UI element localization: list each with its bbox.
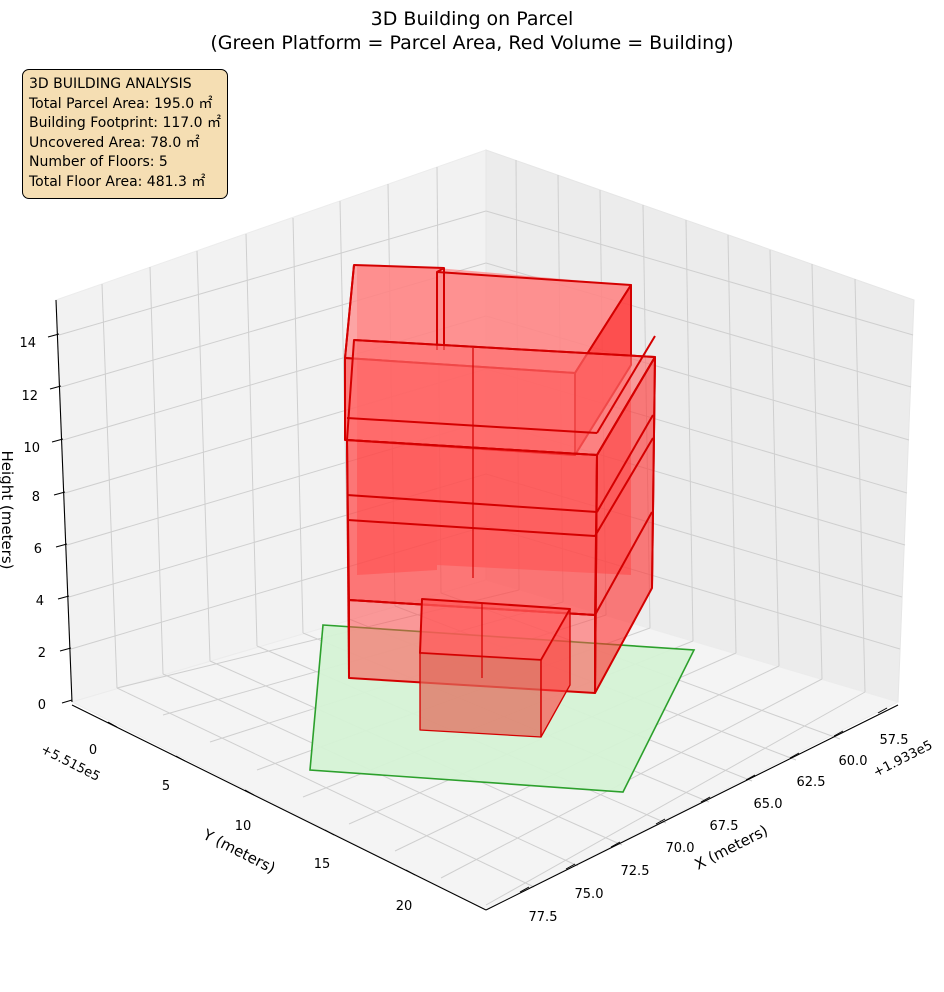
chart-subtitle: (Green Platform = Parcel Area, Red Volum… — [210, 32, 733, 54]
z-tick-label: 10 — [23, 441, 40, 456]
z-tick-label: 8 — [32, 490, 40, 505]
annex-front — [419, 652, 542, 738]
floor-line-4 — [346, 417, 598, 434]
floor-line-1 — [347, 519, 596, 537]
x-tick-label: 60.0 — [839, 754, 868, 769]
x-tick-label: 72.5 — [621, 864, 650, 879]
y-tick-label: 15 — [314, 857, 331, 872]
info-total-floor-area: Total Floor Area: 481.3 ㎡ — [29, 173, 206, 190]
y-tick-label: 0 — [89, 743, 97, 758]
y-tick-label: 20 — [396, 899, 413, 914]
info-building-footprint: Building Footprint: 117.0 ㎡ — [29, 115, 222, 132]
x-tick-label: 57.5 — [880, 733, 909, 748]
z-tick-label: 0 — [38, 698, 46, 713]
info-heading: 3D BUILDING ANALYSIS — [29, 76, 192, 92]
floor-line-3 — [346, 439, 598, 456]
x-tick-label: 67.5 — [710, 819, 739, 834]
x-tick-label: 65.0 — [754, 797, 783, 812]
z-tick-label: 6 — [34, 542, 42, 557]
x-tick-label: 70.0 — [666, 841, 695, 856]
z-axis-label: Height (meters) — [0, 451, 16, 570]
z-tick-label: 14 — [19, 336, 36, 351]
annex-right — [540, 608, 571, 738]
info-floor-count: Number of Floors: 5 — [29, 154, 168, 171]
x-tick-label: 77.5 — [529, 910, 558, 925]
info-parcel-area: Total Parcel Area: 195.0 ㎡ — [29, 95, 213, 112]
x-axis-ticks — [519, 707, 888, 893]
z-tick-label: 4 — [36, 594, 44, 609]
analysis-info-box: 3D BUILDING ANALYSIS Total Parcel Area: … — [22, 69, 228, 199]
z-axis-ticks — [47, 333, 73, 704]
y-axis-ticks — [107, 721, 416, 876]
chart-title: 3D Building on Parcel — [371, 8, 574, 30]
z-tick-label: 12 — [21, 389, 38, 404]
building-volume — [344, 264, 656, 738]
floor-line-2 — [346, 494, 598, 513]
axis-spines — [55, 299, 899, 911]
x-tick-label: 75.0 — [575, 887, 604, 902]
y-tick-label: 10 — [235, 819, 252, 834]
y-tick-label: 5 — [162, 779, 170, 794]
z-tick-label: 2 — [38, 646, 46, 661]
info-uncovered-area: Uncovered Area: 78.0 ㎡ — [29, 134, 200, 151]
x-tick-label: 62.5 — [797, 775, 826, 790]
